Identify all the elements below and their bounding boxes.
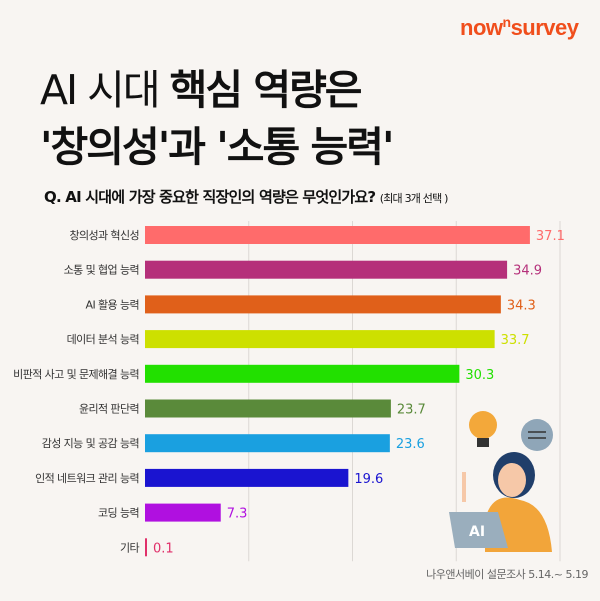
bar bbox=[145, 538, 147, 557]
value-label: 33.7 bbox=[501, 333, 530, 348]
bar bbox=[145, 260, 508, 279]
category-label: 창의성과 혁신성 bbox=[69, 229, 139, 242]
source-note: 나우앤서베이 설문조사 5.14.~ 5.19 bbox=[426, 568, 588, 581]
pointing-finger bbox=[462, 472, 466, 502]
bar bbox=[145, 399, 391, 418]
value-label: 30.3 bbox=[465, 368, 494, 383]
value-label: 34.9 bbox=[513, 264, 542, 279]
category-label: 소통 및 협업 능력 bbox=[64, 264, 139, 277]
value-label: 0.1 bbox=[153, 541, 174, 556]
headline-line1: AI 시대 핵심 역량은 bbox=[40, 66, 363, 114]
category-label: 인적 네트워크 관리 능력 bbox=[35, 472, 139, 485]
bar bbox=[145, 330, 495, 349]
category-label: 데이터 분석 능력 bbox=[67, 333, 139, 346]
bar bbox=[145, 434, 390, 453]
headline-line2: '창의성'과 '소통 능력' bbox=[40, 123, 395, 171]
category-label: AI 활용 능력 bbox=[86, 297, 139, 311]
lightbulb-icon bbox=[469, 411, 497, 439]
bar bbox=[145, 295, 501, 314]
category-label: 기타 bbox=[120, 541, 140, 554]
woman-with-laptop-illustration: AI bbox=[449, 411, 553, 552]
question: Q. AI 시대에 가장 중요한 직장인의 역량은 무엇인가요? (최대 3개 … bbox=[44, 188, 448, 206]
face bbox=[498, 463, 526, 497]
value-label: 19.6 bbox=[354, 472, 383, 487]
speech-bubble-icon bbox=[521, 419, 553, 451]
bar bbox=[145, 226, 530, 244]
category-label: 윤리적 판단력 bbox=[79, 403, 139, 416]
value-label: 34.3 bbox=[507, 298, 536, 313]
category-label: 감성 지능 및 공감 능력 bbox=[42, 437, 139, 450]
bar bbox=[145, 468, 349, 487]
lightbulb-base bbox=[477, 438, 489, 447]
category-label: 코딩 능력 bbox=[98, 507, 139, 520]
bar bbox=[145, 503, 221, 522]
value-label: 23.7 bbox=[397, 403, 426, 418]
value-label: 7.3 bbox=[227, 507, 248, 522]
laptop-icon bbox=[449, 512, 508, 548]
value-label: 23.6 bbox=[396, 437, 425, 452]
value-label: 37.1 bbox=[536, 229, 565, 244]
bar bbox=[145, 364, 460, 383]
category-label: 비판적 사고 및 문제해결 능력 bbox=[13, 367, 139, 381]
laptop-label: AI bbox=[469, 524, 485, 540]
nownsurvey-logo: nownsurvey bbox=[460, 14, 579, 40]
